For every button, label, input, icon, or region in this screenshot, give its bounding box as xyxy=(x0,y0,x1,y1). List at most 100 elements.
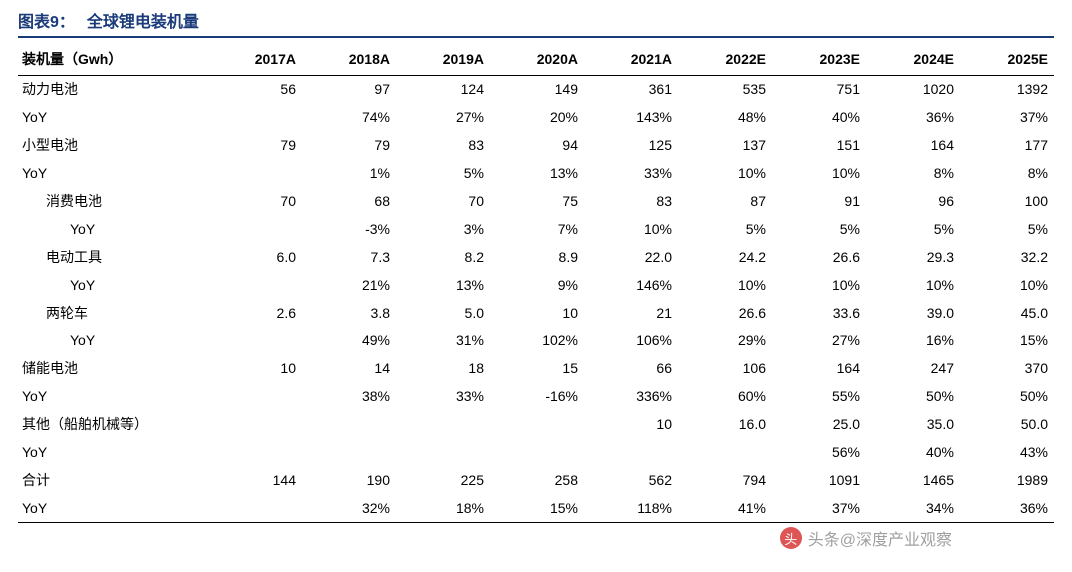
table-row: 小型电池79798394125137151164177 xyxy=(18,132,1054,160)
cell: 29.3 xyxy=(866,243,960,271)
cell: 13% xyxy=(490,160,584,188)
cell: 33% xyxy=(584,160,678,188)
cell: 16% xyxy=(866,327,960,355)
cell: 45.0 xyxy=(960,299,1054,327)
cell: 8% xyxy=(866,160,960,188)
cell: 6.0 xyxy=(208,243,302,271)
cell: 149 xyxy=(490,75,584,103)
year-col: 2023E xyxy=(772,44,866,75)
cell: 87 xyxy=(678,187,772,215)
cell xyxy=(208,271,302,299)
cell: 7.3 xyxy=(302,243,396,271)
table-row: 动力电池569712414936153575110201392 xyxy=(18,75,1054,103)
cell: 5% xyxy=(866,215,960,243)
cell: 258 xyxy=(490,466,584,494)
cell xyxy=(584,438,678,466)
cell xyxy=(208,494,302,522)
year-col: 2017A xyxy=(208,44,302,75)
row-label: YoY xyxy=(18,383,208,411)
table-row: YoY49%31%102%106%29%27%16%15% xyxy=(18,327,1054,355)
cell: 20% xyxy=(490,104,584,132)
cell: 36% xyxy=(960,494,1054,522)
cell: 794 xyxy=(678,466,772,494)
cell: 9% xyxy=(490,271,584,299)
cell: 151 xyxy=(772,132,866,160)
chart-title-text: 全球锂电装机量 xyxy=(87,14,199,31)
table-row: YoY56%40%43% xyxy=(18,438,1054,466)
cell: 39.0 xyxy=(866,299,960,327)
cell: 8.2 xyxy=(396,243,490,271)
cell: 124 xyxy=(396,75,490,103)
cell: 83 xyxy=(584,187,678,215)
row-label: YoY xyxy=(18,271,208,299)
cell: 34% xyxy=(866,494,960,522)
cell xyxy=(490,438,584,466)
cell: 336% xyxy=(584,383,678,411)
cell: 164 xyxy=(866,132,960,160)
cell: 48% xyxy=(678,104,772,132)
cell: 1091 xyxy=(772,466,866,494)
cell: 5% xyxy=(396,160,490,188)
year-col: 2024E xyxy=(866,44,960,75)
cell: -16% xyxy=(490,383,584,411)
cell xyxy=(302,411,396,439)
cell: 5% xyxy=(960,215,1054,243)
cell: 79 xyxy=(302,132,396,160)
table-row: YoY32%18%15%118%41%37%34%36% xyxy=(18,494,1054,522)
chart-title: 图表9：全球锂电装机量 xyxy=(18,8,1054,38)
cell: 125 xyxy=(584,132,678,160)
cell: 3.8 xyxy=(302,299,396,327)
cell: 1989 xyxy=(960,466,1054,494)
cell xyxy=(302,438,396,466)
cell: 36% xyxy=(866,104,960,132)
row-label: 其他（船舶机械等） xyxy=(18,411,208,439)
cell xyxy=(208,215,302,243)
cell xyxy=(396,438,490,466)
cell: -3% xyxy=(302,215,396,243)
row-label: 电动工具 xyxy=(18,243,208,271)
cell: 100 xyxy=(960,187,1054,215)
cell: 10% xyxy=(960,271,1054,299)
cell: 143% xyxy=(584,104,678,132)
watermark-icon: 头 xyxy=(780,527,802,549)
cell: 75 xyxy=(490,187,584,215)
table-row: YoY1%5%13%33%10%10%8%8% xyxy=(18,160,1054,188)
table-row: 两轮车2.63.85.0102126.633.639.045.0 xyxy=(18,299,1054,327)
cell: 27% xyxy=(396,104,490,132)
cell: 31% xyxy=(396,327,490,355)
cell: 5% xyxy=(772,215,866,243)
cell: 137 xyxy=(678,132,772,160)
cell: 15% xyxy=(490,494,584,522)
cell: 66 xyxy=(584,355,678,383)
cell: 33.6 xyxy=(772,299,866,327)
row-label: 动力电池 xyxy=(18,75,208,103)
table-row: YoY74%27%20%143%48%40%36%37% xyxy=(18,104,1054,132)
row-label: YoY xyxy=(18,104,208,132)
cell: 16.0 xyxy=(678,411,772,439)
watermark-text: 头条@深度产业观察 xyxy=(808,526,952,550)
table-row: YoY-3%3%7%10%5%5%5%5% xyxy=(18,215,1054,243)
cell: 14 xyxy=(302,355,396,383)
cell: 37% xyxy=(772,494,866,522)
cell xyxy=(208,411,302,439)
cell xyxy=(208,104,302,132)
cell: 22.0 xyxy=(584,243,678,271)
cell: 10% xyxy=(772,271,866,299)
year-col: 2025E xyxy=(960,44,1054,75)
cell: 50% xyxy=(960,383,1054,411)
cell: 21% xyxy=(302,271,396,299)
cell: 106% xyxy=(584,327,678,355)
cell: 50% xyxy=(866,383,960,411)
cell: 10% xyxy=(584,215,678,243)
cell: 10 xyxy=(584,411,678,439)
watermark: 头 头条@深度产业观察 xyxy=(780,526,952,550)
cell: 1% xyxy=(302,160,396,188)
cell: 40% xyxy=(772,104,866,132)
cell: 97 xyxy=(302,75,396,103)
row-label: YoY xyxy=(18,215,208,243)
table-row: 电动工具6.07.38.28.922.024.226.629.332.2 xyxy=(18,243,1054,271)
year-col: 2018A xyxy=(302,44,396,75)
cell: 70 xyxy=(396,187,490,215)
row-header-col: 装机量（Gwh） xyxy=(18,44,208,75)
cell: 7% xyxy=(490,215,584,243)
